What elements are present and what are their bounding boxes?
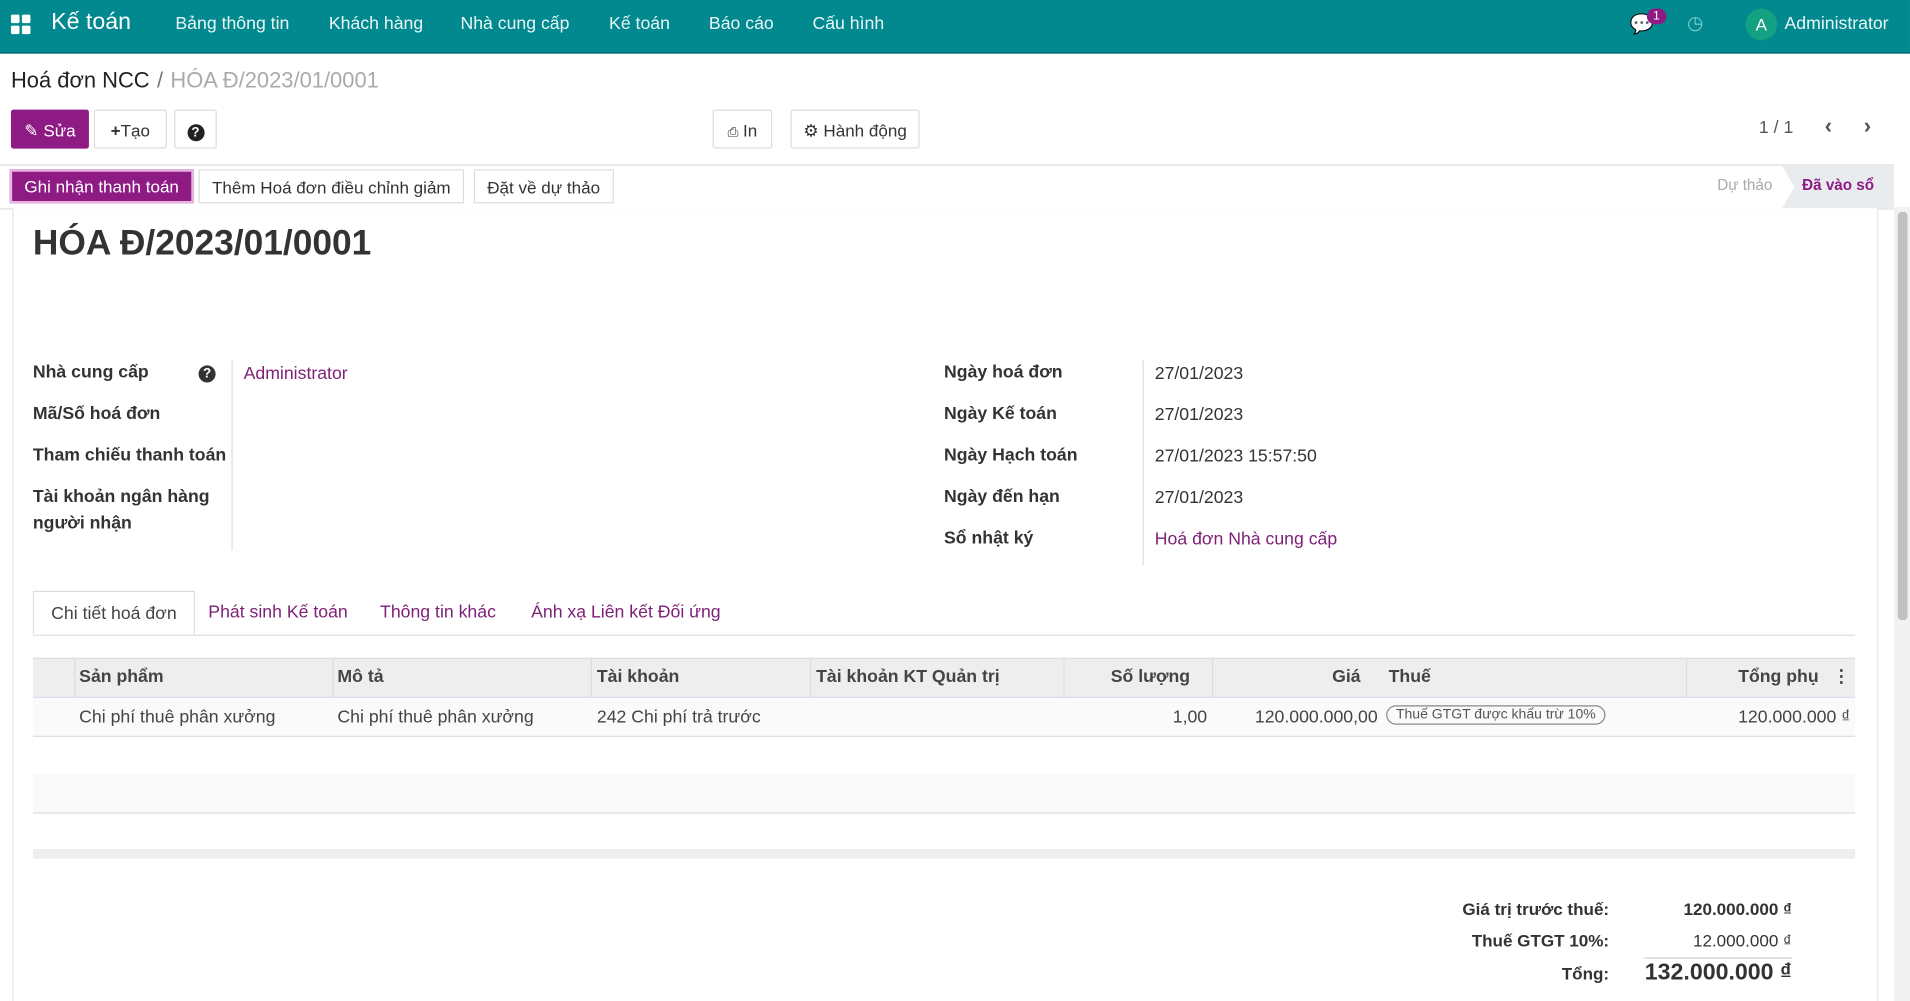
cell-account: 242 Chi phí trả trước: [596, 707, 761, 728]
help-tooltip-icon[interactable]: ?: [198, 365, 216, 383]
add-credit-note-button[interactable]: Thêm Hoá đơn điều chỉnh giảm: [198, 169, 465, 204]
action-button[interactable]: ⚙ Hành động: [790, 109, 920, 149]
due-date-label: Ngày đến hạn: [944, 487, 1060, 507]
messages-badge: 1: [1646, 8, 1666, 25]
posting-date-value: 27/01/2023 15:57:50: [1154, 447, 1317, 467]
column-account[interactable]: Tài khoản: [596, 667, 680, 688]
cell-product: Chi phí thuê phân xưởng: [79, 707, 276, 728]
menu-vendors[interactable]: Nhà cung cấp: [460, 14, 570, 35]
column-price[interactable]: Giá: [1332, 667, 1361, 688]
breadcrumb-separator: /: [156, 68, 164, 93]
tax-value: 12.000.000 ₫: [1692, 930, 1792, 951]
pager-previous-icon[interactable]: ‹: [1824, 113, 1833, 138]
table-header: Sản phẩm Mô tả Tài khoản Tài khoản KT Qu…: [32, 657, 1856, 700]
due-date-value: 27/01/2023: [1154, 488, 1244, 508]
empty-row: [32, 812, 1856, 852]
column-quantity[interactable]: Số lượng: [1110, 667, 1191, 688]
cell-subtotal: 120.000.000 ₫: [1738, 707, 1851, 728]
field-divider: [1142, 360, 1144, 566]
column-subtotal[interactable]: Tổng phụ: [1738, 667, 1819, 688]
column-taxes[interactable]: Thuế: [1388, 667, 1431, 688]
tax-tag: Thuế GTGT được khấu trừ 10%: [1386, 705, 1606, 725]
create-button[interactable]: +Tạo: [93, 109, 167, 149]
optional-columns-icon[interactable]: ⋮: [1832, 667, 1851, 688]
gear-icon: ⚙: [803, 120, 819, 141]
menu-reporting[interactable]: Báo cáo: [708, 14, 774, 35]
stage-posted[interactable]: Đã vào sổ: [1782, 165, 1895, 209]
cell-quantity: 1,00: [1172, 707, 1208, 728]
untaxed-label: Giá trị trước thuế:: [1462, 898, 1610, 919]
empty-row: [32, 737, 1856, 776]
tab-invoice-lines[interactable]: Chi tiết hoá đơn: [32, 590, 195, 635]
help-button[interactable]: ?: [174, 109, 217, 149]
reset-to-draft-button[interactable]: Đặt về dự thảo: [473, 169, 614, 204]
vendor-label: Nhà cung cấp: [32, 362, 149, 383]
recipient-bank-label: Tài khoản ngân hàng người nhận: [32, 487, 210, 534]
menu-dashboard[interactable]: Bảng thông tin: [175, 14, 290, 35]
invoice-title: HÓA Đ/2023/01/0001: [32, 224, 372, 264]
edit-label: Sửa: [43, 120, 76, 141]
form-sheet: [12, 208, 1879, 1001]
pager-next-icon[interactable]: ›: [1863, 113, 1872, 138]
print-label: In: [743, 120, 758, 141]
tax-label: Thuế GTGT 10%:: [1471, 930, 1610, 951]
pencil-icon: ✎: [24, 120, 39, 141]
menu-accounting[interactable]: Kế toán: [609, 14, 670, 35]
payment-reference-label: Tham chiếu thanh toán: [32, 445, 227, 466]
menu-customers[interactable]: Khách hàng: [328, 14, 424, 35]
column-analytic-account[interactable]: Tài khoản KT Quản trị: [816, 667, 1000, 688]
menu-configuration[interactable]: Cấu hình: [812, 14, 885, 35]
breadcrumb-parent[interactable]: Hoá đơn NCC: [10, 68, 150, 93]
column-description[interactable]: Mô tả: [337, 667, 384, 688]
breadcrumb: Hoá đơn NCC / HÓA Đ/2023/01/0001: [11, 68, 379, 94]
plus-icon: +: [110, 120, 121, 141]
breadcrumb-current: HÓA Đ/2023/01/0001: [170, 68, 379, 93]
register-payment-button[interactable]: Ghi nhận thanh toán: [9, 169, 194, 204]
pager-value[interactable]: 1 / 1: [1758, 118, 1794, 138]
statusbar: Ghi nhận thanh toán Thêm Hoá đơn điều ch…: [0, 164, 1895, 210]
bill-reference-label: Mã/Số hoá đơn: [32, 404, 161, 424]
create-label: Tạo: [120, 120, 151, 141]
print-button[interactable]: ⎙ In: [712, 109, 773, 149]
posting-date-label: Ngày Hạch toán: [944, 445, 1078, 466]
cell-description: Chi phí thuê phân xưởng: [337, 707, 534, 728]
top-navbar: Kế toán Bảng thông tin Khách hàng Nhà cu…: [0, 0, 1910, 54]
accounting-date-label: Ngày Kế toán: [944, 404, 1057, 424]
apps-menu-icon[interactable]: [10, 14, 31, 35]
table-row[interactable]: Chi phí thuê phân xưởng Chi phí thuê phâ…: [32, 697, 1856, 737]
accounting-date-value: 27/01/2023: [1154, 405, 1244, 426]
tab-journal-items[interactable]: Phát sinh Kế toán: [208, 602, 348, 623]
invoice-date-value: 27/01/2023: [1154, 364, 1244, 384]
total-divider: [1644, 957, 1792, 959]
app-name[interactable]: Kế toán: [51, 9, 131, 36]
stage-draft[interactable]: Dự thảo: [1717, 176, 1773, 194]
journal-label: Sổ nhật ký: [944, 528, 1034, 549]
untaxed-value: 120.000.000 ₫: [1683, 898, 1792, 919]
tab-other-info[interactable]: Thông tin khác: [380, 602, 496, 623]
empty-row: [32, 774, 1856, 814]
cell-price: 120.000.000,00: [1254, 707, 1378, 728]
question-icon: ?: [186, 124, 205, 142]
scrollbar-thumb[interactable]: [1897, 211, 1908, 621]
avatar[interactable]: A: [1745, 8, 1778, 41]
activity-clock-icon[interactable]: ◷: [1687, 13, 1704, 35]
user-menu[interactable]: Administrator: [1784, 14, 1889, 35]
field-divider: [231, 360, 233, 551]
total-label: Tổng:: [1561, 963, 1610, 984]
column-product[interactable]: Sản phẩm: [79, 667, 164, 688]
print-icon: ⎙: [727, 125, 739, 141]
action-label: Hành động: [823, 120, 907, 141]
tab-reconciliation-mapping[interactable]: Ánh xạ Liên kết Đối ứng: [531, 602, 721, 623]
invoice-date-label: Ngày hoá đơn: [944, 362, 1063, 383]
total-value: 132.000.000 ₫: [1644, 959, 1792, 986]
notebook-tabs: Chi tiết hoá đơn Phát sinh Kế toán Thông…: [32, 590, 1856, 636]
edit-button[interactable]: ✎ Sửa: [10, 109, 89, 149]
table-footer: [32, 849, 1856, 859]
journal-value[interactable]: Hoá đơn Nhà cung cấp: [1154, 529, 1338, 550]
vendor-value[interactable]: Administrator: [243, 364, 348, 384]
